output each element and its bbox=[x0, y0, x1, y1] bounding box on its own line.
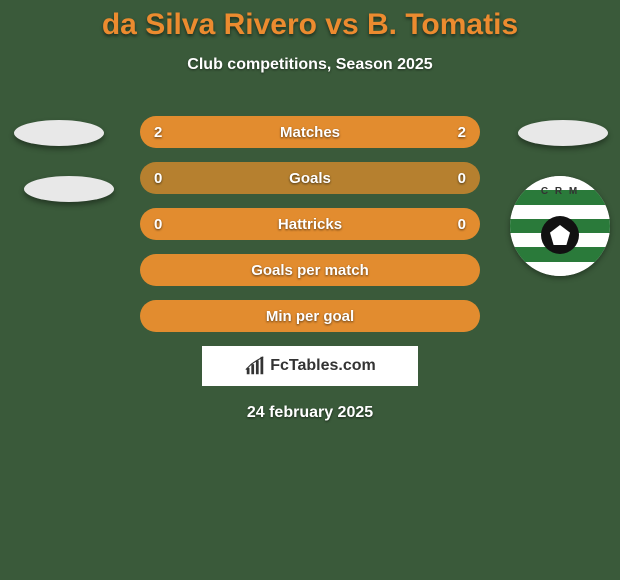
comparison-infographic: da Silva Rivero vs B. Tomatis Club compe… bbox=[0, 0, 620, 580]
stat-left-value: 0 bbox=[154, 170, 162, 187]
stat-label: Min per goal bbox=[266, 308, 354, 325]
stat-label: Matches bbox=[280, 124, 340, 141]
date-line: 24 february 2025 bbox=[0, 404, 620, 422]
stat-right-value: 0 bbox=[458, 170, 466, 187]
watermark-text: FcTables.com bbox=[270, 357, 376, 375]
stat-left-value: 2 bbox=[154, 124, 162, 141]
stat-label: Goals bbox=[289, 170, 331, 187]
stat-label: Hattricks bbox=[278, 216, 342, 233]
stat-row-goals-per-match: Goals per match bbox=[140, 254, 480, 286]
stat-label: Goals per match bbox=[251, 262, 369, 279]
stat-right-value: 0 bbox=[458, 216, 466, 233]
bar-chart-icon bbox=[244, 355, 266, 377]
stat-right-value: 2 bbox=[458, 124, 466, 141]
subtitle: Club competitions, Season 2025 bbox=[0, 56, 620, 74]
page-title: da Silva Rivero vs B. Tomatis bbox=[0, 0, 620, 42]
stat-row-min-per-goal: Min per goal bbox=[140, 300, 480, 332]
stat-row-hattricks: 0 Hattricks 0 bbox=[140, 208, 480, 240]
stat-row-matches: 2 Matches 2 bbox=[140, 116, 480, 148]
stat-left-value: 0 bbox=[154, 216, 162, 233]
watermark: FcTables.com bbox=[202, 346, 418, 386]
stats-area: 2 Matches 2 0 Goals 0 0 Hattricks 0 Goal… bbox=[0, 116, 620, 422]
stat-row-goals: 0 Goals 0 bbox=[140, 162, 480, 194]
